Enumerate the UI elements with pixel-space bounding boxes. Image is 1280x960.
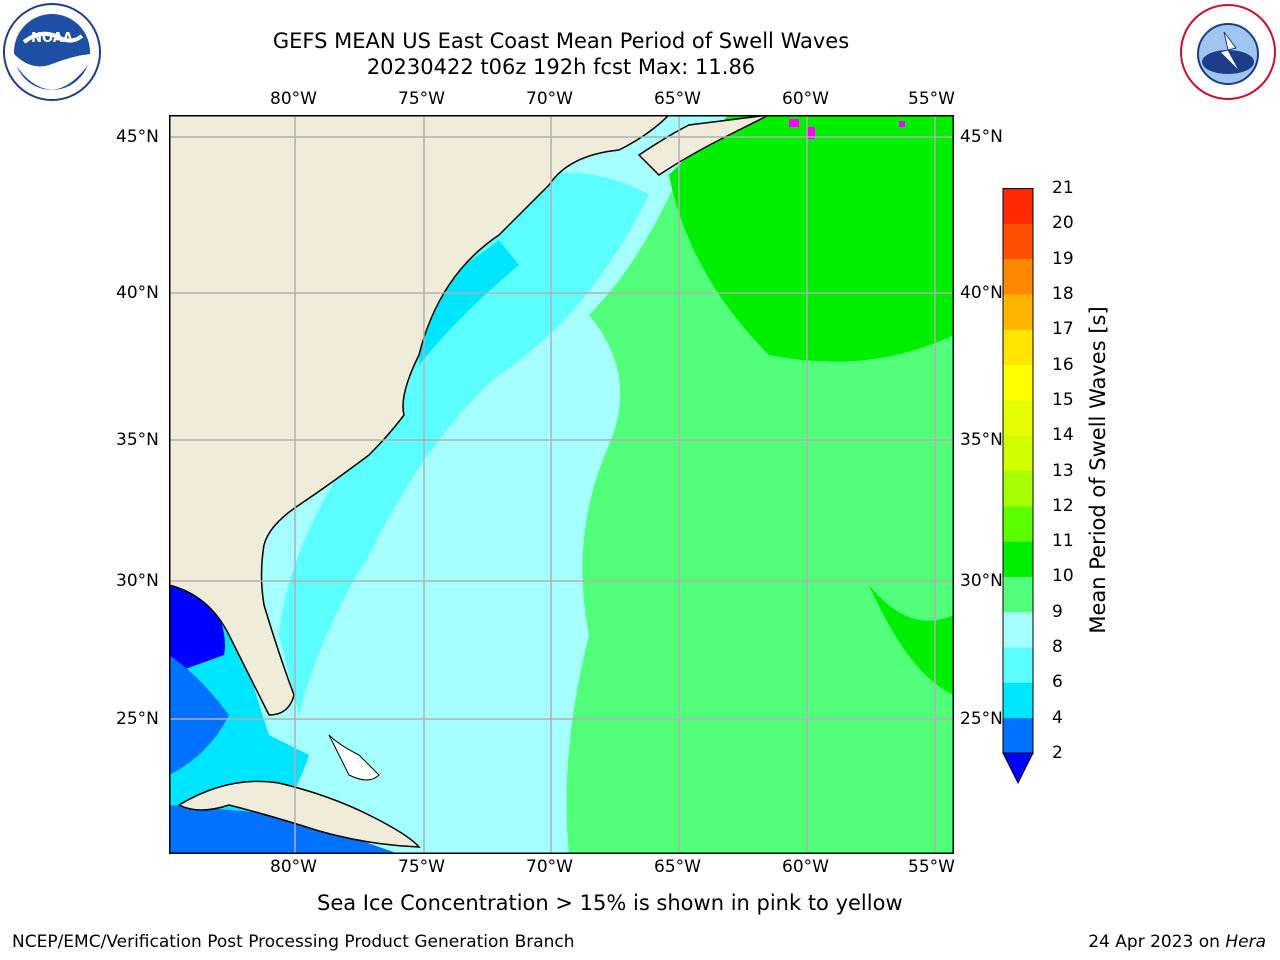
lat-label-right: 30°N — [960, 571, 1003, 591]
colorbar-tick-label: 15 — [1052, 389, 1074, 410]
colorbar-tick-label: 13 — [1052, 460, 1074, 481]
sea-ice-note: Sea Ice Concentration > 15% is shown in … — [317, 891, 903, 915]
lon-label-bottom: 60°W — [782, 857, 829, 877]
nws-logo — [1178, 2, 1278, 102]
colorbar-tick-label: 18 — [1052, 283, 1074, 304]
land-cuba — [177, 780, 421, 848]
colorbar-tick-label: 10 — [1052, 566, 1074, 587]
colorbar-tick-label: 9 — [1052, 601, 1063, 622]
colorbar-bin — [1003, 611, 1033, 648]
sea-ice-patch — [807, 127, 815, 139]
swell-10-11-region-se — [869, 585, 954, 695]
colorbar — [1002, 188, 1034, 788]
land-north-america — [169, 115, 671, 716]
sea-ice-patch — [789, 119, 799, 127]
map-panel — [169, 115, 954, 854]
lon-label-bottom: 65°W — [654, 857, 701, 877]
colorbar-tick-label: 12 — [1052, 495, 1074, 516]
lon-label-top: 70°W — [526, 89, 573, 109]
lon-label-bottom: 75°W — [398, 857, 445, 877]
lon-label-top: 80°W — [270, 89, 317, 109]
lat-label-right: 45°N — [960, 127, 1003, 147]
sea-ice-patch — [899, 121, 905, 127]
colorbar-bin — [1003, 188, 1033, 224]
colorbar-tick-label: 17 — [1052, 319, 1074, 340]
swell-4-6-nearshore — [419, 240, 519, 365]
colorbar-tick-label: 4 — [1052, 707, 1063, 728]
lat-label-right: 25°N — [960, 709, 1003, 729]
footer-credit: NCEP/EMC/Verification Post Processing Pr… — [12, 932, 575, 952]
lon-label-top: 65°W — [654, 89, 701, 109]
colorbar-bin — [1003, 329, 1033, 366]
colorbar-tick-label: 14 — [1052, 425, 1074, 446]
colorbar-tick-label: 8 — [1052, 637, 1063, 658]
colorbar-tick-label: 20 — [1052, 213, 1074, 234]
colorbar-bin — [1003, 576, 1033, 613]
map-canvas — [169, 115, 954, 854]
lat-label-right: 35°N — [960, 430, 1003, 450]
lon-label-top: 75°W — [398, 89, 445, 109]
colorbar-tick-label: 16 — [1052, 354, 1074, 375]
colorbar-tick-label: 2 — [1052, 743, 1063, 763]
lat-label-left: 30°N — [116, 571, 159, 591]
colorbar-bin — [1003, 364, 1033, 401]
lon-label-top: 55°W — [908, 89, 955, 109]
colorbar-tick-label: 21 — [1052, 178, 1074, 198]
colorbar-tick-label: 6 — [1052, 672, 1063, 693]
lon-label-bottom: 80°W — [270, 857, 317, 877]
land-bahamas — [328, 734, 380, 781]
swell-6-8-coastal — [279, 172, 649, 715]
lat-label-left: 35°N — [116, 430, 159, 450]
colorbar-bin — [1003, 258, 1033, 295]
caribbean-swell — [169, 805, 399, 854]
lon-label-top: 60°W — [782, 89, 829, 109]
footer-date: 24 Apr 2023 on Hera — [1088, 932, 1266, 952]
footer-date-text: 24 Apr 2023 on — [1088, 932, 1226, 952]
colorbar-scale — [1002, 188, 1034, 785]
colorbar-bin — [1003, 293, 1033, 330]
colorbar-bin — [1003, 223, 1033, 260]
colorbar-bin — [1003, 470, 1033, 507]
svg-text:NOAA: NOAA — [31, 31, 73, 46]
colorbar-bin — [1003, 647, 1033, 683]
colorbar-bin — [1003, 541, 1033, 577]
lon-label-bottom: 55°W — [908, 857, 955, 877]
colorbar-bin — [1003, 399, 1033, 436]
graticule — [169, 115, 954, 854]
colorbar-bin — [1003, 717, 1033, 754]
lat-label-right: 40°N — [960, 283, 1003, 303]
lat-label-left: 25°N — [116, 709, 159, 729]
lon-label-bottom: 70°W — [526, 857, 573, 877]
colorbar-tick-label: 11 — [1052, 531, 1074, 552]
map-subtitle: 20230422 t06z 192h fcst Max: 11.86 — [366, 55, 756, 79]
colorbar-tick-label: 19 — [1052, 248, 1074, 269]
lat-label-left: 45°N — [116, 127, 159, 147]
swell-10-11-region — [669, 115, 954, 362]
colorbar-bin — [1003, 505, 1033, 542]
gulf-blue-swell — [169, 655, 229, 775]
map-border — [169, 115, 954, 854]
lat-label-left: 40°N — [116, 283, 159, 303]
map-title: GEFS MEAN US East Coast Mean Period of S… — [272, 29, 850, 53]
colorbar-title: Mean Period of Swell Waves [s] — [1086, 306, 1110, 634]
colorbar-bin — [1003, 682, 1033, 719]
noaa-logo: NOAA — [2, 2, 102, 102]
footer-machine: Hera — [1225, 932, 1266, 952]
colorbar-bin — [1003, 435, 1033, 471]
colorbar-extend-arrow — [1002, 752, 1034, 785]
land-nova-scotia — [637, 115, 770, 176]
